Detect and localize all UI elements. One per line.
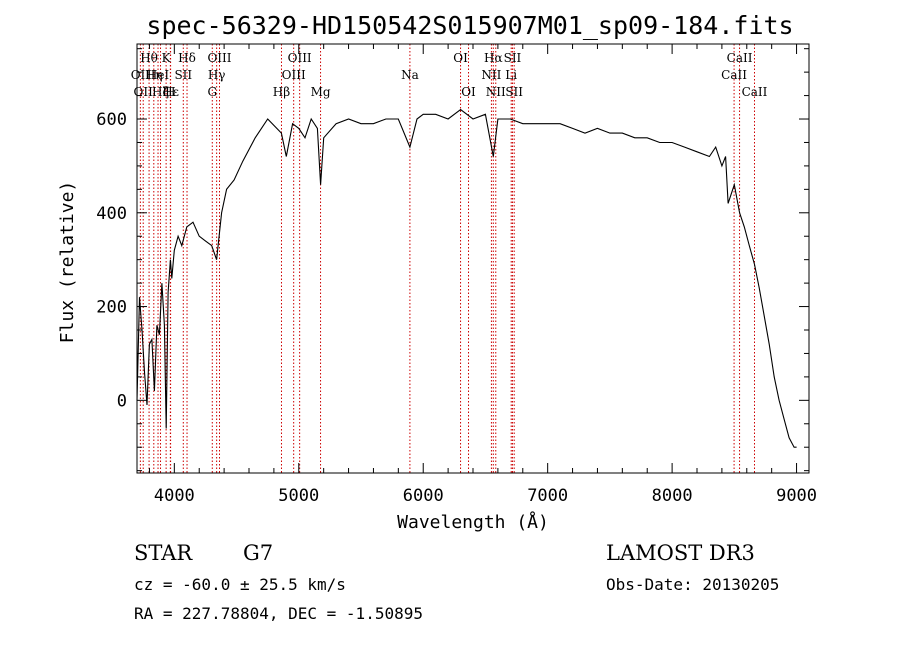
emission-line-label: Hθ — [140, 51, 158, 65]
emission-line-label: CaII — [727, 51, 753, 65]
emission-line-label: G — [207, 85, 217, 99]
y-tick-label: 400 — [96, 204, 127, 224]
emission-line-label: NII — [486, 85, 506, 99]
y-tick-label: 600 — [96, 110, 127, 130]
emission-line-label: SII — [174, 68, 192, 82]
emission-line-label: Li — [505, 68, 517, 82]
emission-line-label: OII — [134, 85, 154, 99]
emission-line-label: OII — [131, 68, 151, 82]
emission-line-label: Hγ — [208, 68, 226, 82]
emission-line-label: OI — [461, 85, 476, 99]
emission-line-label: Hδ — [178, 51, 196, 65]
emission-line-label: OIII — [282, 68, 306, 82]
emission-line-label: Hε — [162, 85, 179, 99]
object-subclass: G7 — [243, 541, 273, 565]
emission-line-label: Hβ — [273, 85, 290, 99]
emission-line-label: SII — [505, 85, 523, 99]
x-tick-label: 6000 — [403, 486, 444, 506]
emission-line-label: H — [165, 85, 175, 99]
y-axis-ticks: 0 200 400 600 — [96, 48, 809, 472]
x-tick-label: 9000 — [776, 486, 817, 506]
chart-title: spec-56329-HD150542S015907M01_sp09-184.f… — [146, 11, 793, 40]
y-tick-label: 200 — [96, 298, 127, 318]
survey-name: LAMOST DR3 — [606, 541, 755, 565]
x-axis-ticks: 4000 5000 6000 7000 8000 9000 — [148, 44, 817, 506]
emission-line-label: Mg — [311, 85, 331, 99]
emission-line-label: OIII — [288, 51, 312, 65]
obs-date-text: Obs-Date: 20130205 — [606, 575, 779, 594]
coords-text: RA = 227.78804, DEC = -1.50895 — [134, 604, 423, 623]
emission-line-label: Hη — [145, 68, 163, 82]
emission-line-label: K — [162, 51, 172, 65]
emission-line-label: CaII — [721, 68, 747, 82]
redshift-text: cz = -60.0 ± 25.5 km/s — [134, 575, 346, 594]
x-tick-label: 8000 — [652, 486, 693, 506]
emission-line-label: Na — [401, 68, 419, 82]
x-tick-label: 5000 — [278, 486, 319, 506]
emission-line-label: SII — [504, 51, 522, 65]
spectrum-line — [136, 108, 797, 448]
plot-frame — [136, 43, 810, 474]
emission-line-label: Hα — [484, 51, 503, 65]
emission-line-label: OI — [453, 51, 468, 65]
x-tick-label: 4000 — [154, 486, 195, 506]
emission-line-label: NII — [481, 68, 501, 82]
emission-line-label: CaII — [742, 85, 768, 99]
y-tick-label: 0 — [117, 391, 127, 411]
emission-line-label: Hζ — [152, 85, 169, 99]
x-tick-label: 7000 — [527, 486, 568, 506]
object-class: STAR — [134, 541, 193, 565]
x-axis-label: Wavelength (Å) — [397, 511, 549, 533]
emission-line-label: HeI — [147, 68, 170, 82]
emission-line-label: OIII — [207, 51, 231, 65]
y-axis-label: Flux (relative) — [57, 181, 78, 344]
emission-line-markers — [139, 44, 755, 473]
